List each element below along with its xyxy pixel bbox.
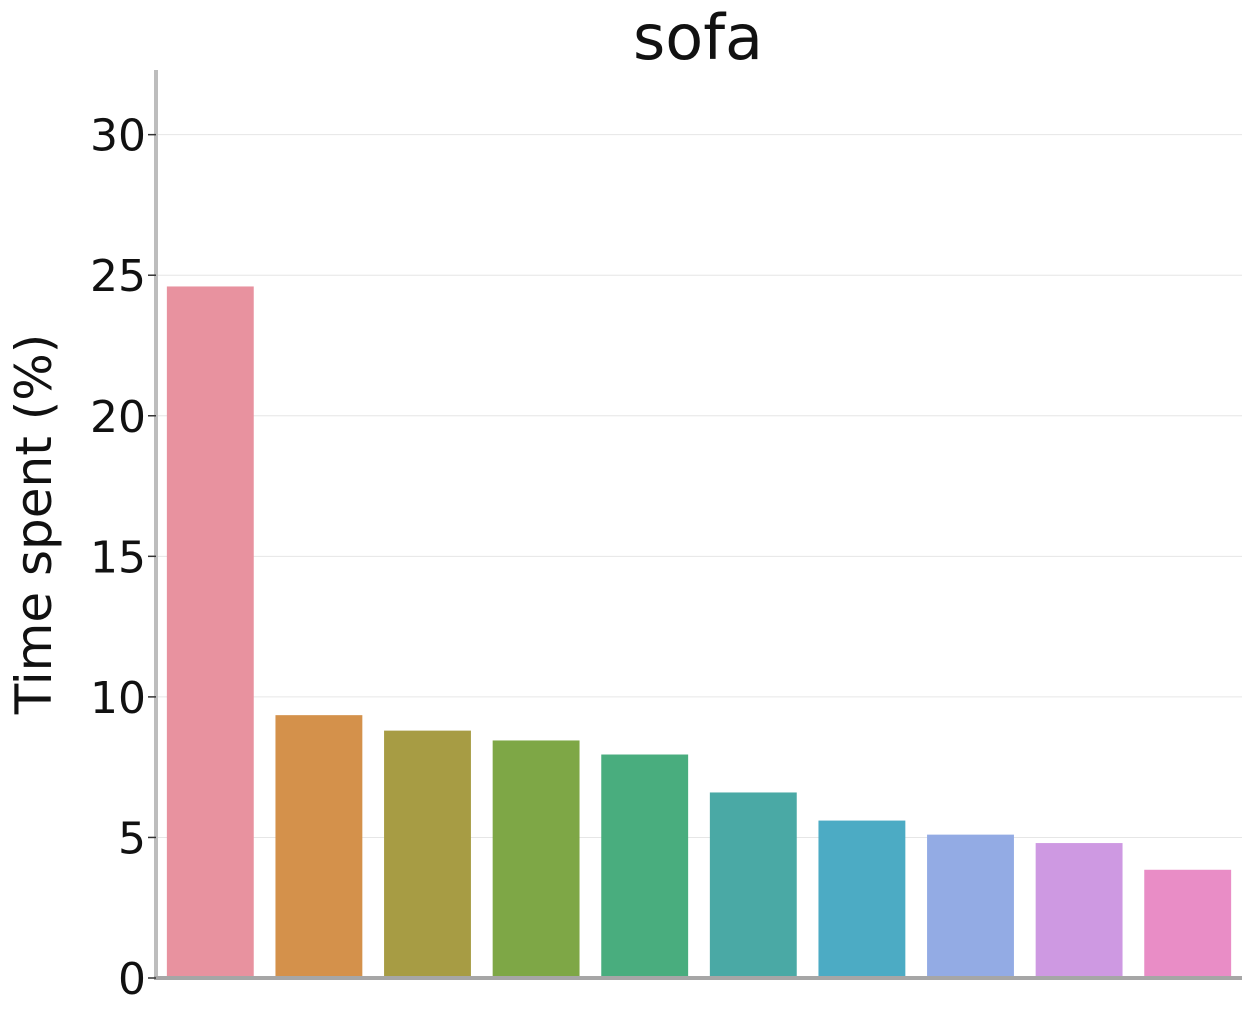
y-tick-label: 25 [90, 251, 146, 302]
y-axis-label: Time spent (%) [5, 334, 63, 716]
y-tick-label: 20 [90, 392, 146, 443]
bar [927, 834, 1014, 978]
y-tick-label: 5 [118, 813, 146, 864]
y-tick-label: 0 [118, 954, 146, 1005]
bars [166, 286, 1232, 978]
chart-title: sofa [633, 1, 763, 74]
gridlines [156, 134, 1242, 838]
bar [492, 740, 580, 978]
bar [275, 715, 363, 978]
bar [709, 792, 797, 978]
bar [166, 286, 254, 978]
y-ticks: 0 5 10 15 20 25 30 [90, 111, 156, 1005]
bar [384, 730, 471, 978]
y-tick-label: 15 [90, 532, 146, 583]
bar [1144, 869, 1232, 978]
bar [818, 820, 906, 978]
y-tick-label: 30 [90, 111, 146, 162]
bar [601, 754, 689, 978]
bar [1035, 843, 1123, 978]
y-tick-label: 10 [90, 673, 146, 724]
axes [154, 70, 1242, 980]
